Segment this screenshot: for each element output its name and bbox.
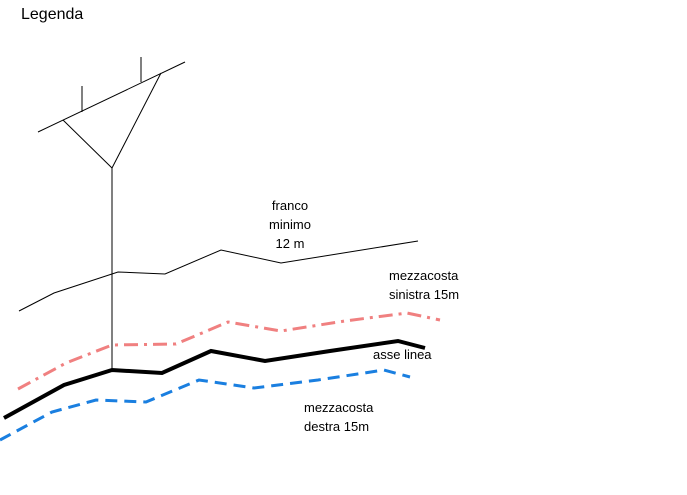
svg-text:sinistra 15m: sinistra 15m — [389, 287, 459, 302]
franco-minimo-line — [18, 240, 419, 312]
svg-text:12 m: 12 m — [276, 236, 305, 251]
legend-title: Legenda — [21, 6, 84, 23]
svg-text:mezzacosta: mezzacosta — [389, 268, 459, 283]
franco-minimo-label: franco minimo 12 m — [269, 198, 311, 251]
svg-text:destra 15m: destra 15m — [304, 419, 369, 434]
asse-linea-label: asse linea — [373, 347, 432, 362]
svg-text:franco: franco — [272, 198, 308, 213]
mezzacosta-destra-line — [0, 368, 411, 442]
svg-text:mezzacosta: mezzacosta — [304, 400, 374, 415]
mezzacosta-sinistra-label: mezzacosta sinistra 15m — [389, 268, 459, 302]
mezzacosta-destra-label: mezzacosta destra 15m — [304, 400, 374, 434]
asse-linea-line — [3, 338, 426, 420]
pylon-icon — [37, 57, 186, 370]
svg-text:minimo: minimo — [269, 217, 311, 232]
mezzacosta-sinistra-line — [17, 311, 441, 391]
